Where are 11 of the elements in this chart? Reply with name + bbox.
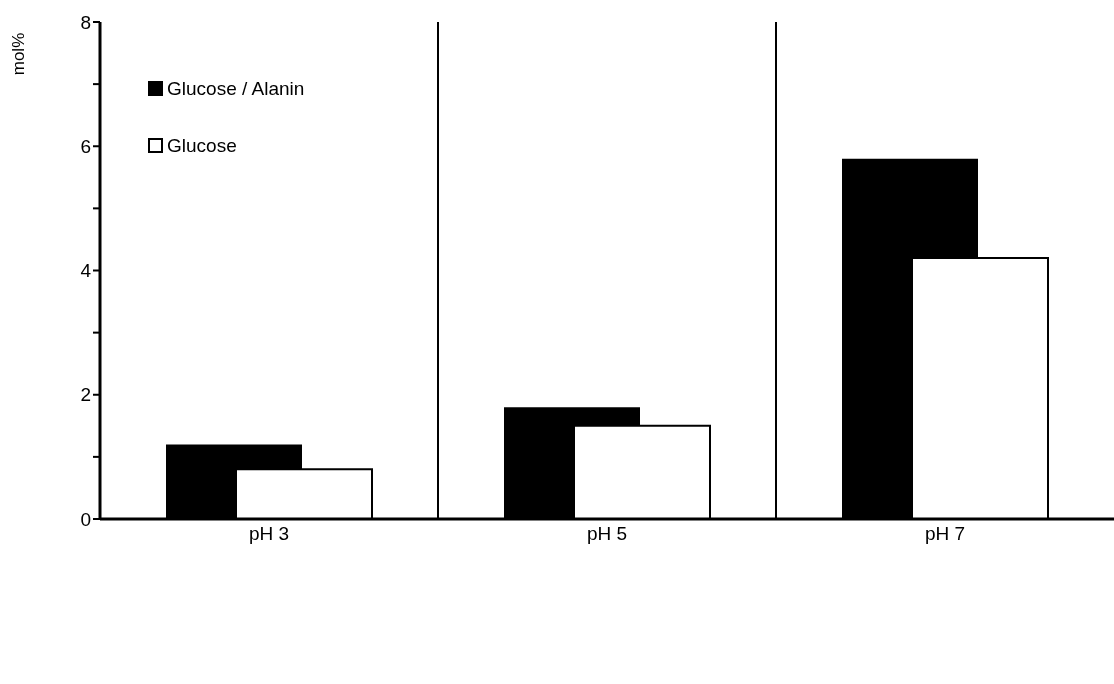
y-tick-label: 8: [80, 11, 91, 33]
y-tick-label: 0: [80, 508, 91, 530]
legend-label: Glucose: [167, 134, 237, 157]
x-tick-label: pH 5: [586, 523, 628, 545]
legend-label: Glucose / Alanin: [167, 77, 305, 100]
y-tick-label: 6: [80, 135, 91, 157]
y-axis-title: mol%: [9, 32, 28, 76]
y-tick-label: 4: [80, 260, 92, 282]
y-tick-label: 2: [80, 384, 91, 406]
x-tick-label: pH 3: [248, 523, 290, 545]
x-tick-label: pH 7: [924, 523, 966, 545]
